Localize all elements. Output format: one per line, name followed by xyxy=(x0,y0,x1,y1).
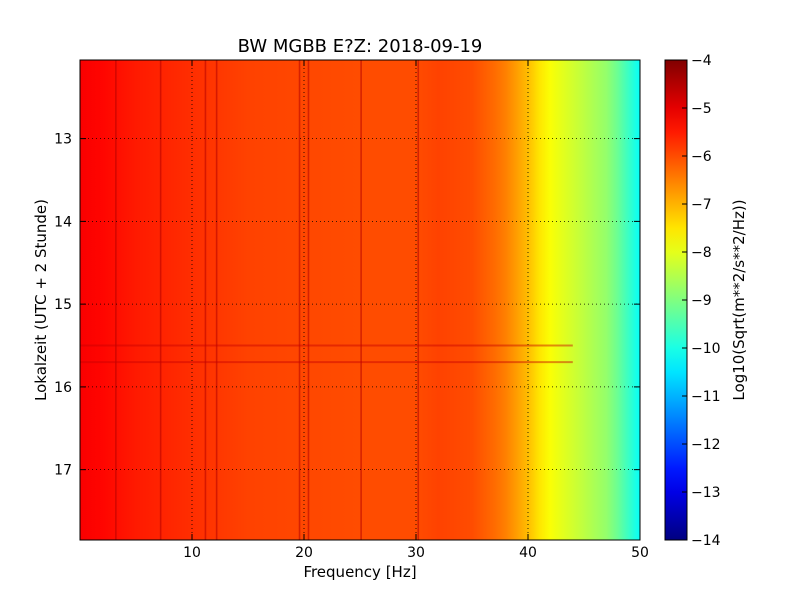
x-tick-label: 20 xyxy=(295,545,313,561)
spectrogram-image xyxy=(80,60,640,540)
y-tick-label: 16 xyxy=(54,380,72,396)
y-tick-label: 15 xyxy=(54,297,72,313)
x-tick-label: 50 xyxy=(631,545,649,561)
x-tick-label: 40 xyxy=(519,545,537,561)
colorbar-label: Log10(Sqrt(m**2/s**2/Hz)) xyxy=(730,199,748,400)
colorbar-tick-label: −9 xyxy=(691,293,712,309)
y-tick-label: 14 xyxy=(54,214,72,230)
colorbar-tick-label: −6 xyxy=(691,149,712,165)
colorbar-gradient xyxy=(665,60,687,540)
colorbar-tick-label: −13 xyxy=(691,485,721,501)
y-axis-ticks: 13 14 15 16 17 xyxy=(54,132,640,479)
colorbar: −4 −5 −6 −7 −8 −9 −10 −11 −12 −13 −14 Log10(Sqrt(m… xyxy=(664,53,748,549)
colorbar-tick-label: −14 xyxy=(691,533,721,549)
colorbar-tick-label: −5 xyxy=(691,101,712,117)
grid-lines xyxy=(80,60,641,540)
x-axis-ticks: 10 20 30 40 50 xyxy=(183,60,649,561)
x-axis-label: Frequency [Hz] xyxy=(303,563,416,581)
colorbar-tick-label: −10 xyxy=(691,341,721,357)
chart-title: BW MGBB E?Z: 2018-09-19 xyxy=(238,36,483,57)
colorbar-tick-label: −12 xyxy=(691,437,721,453)
x-tick-label: 10 xyxy=(183,545,201,561)
x-tick-label: 30 xyxy=(407,545,425,561)
colorbar-tick-label: −7 xyxy=(691,197,712,213)
colorbar-tick-label: −11 xyxy=(691,389,721,405)
y-tick-label: 13 xyxy=(54,132,72,148)
horizontal-bands xyxy=(80,344,573,364)
colorbar-ticks: −4 −5 −6 −7 −8 −9 −10 −11 −12 −13 −14 xyxy=(682,53,721,549)
plot-frame xyxy=(79,59,641,541)
colorbar-tick-label: −8 xyxy=(691,245,712,261)
spectral-lines xyxy=(115,60,420,540)
y-axis-label: Lokalzeit (UTC + 2 Stunde) xyxy=(32,199,50,401)
y-tick-label: 17 xyxy=(54,463,72,479)
colorbar-tick-label: −4 xyxy=(691,53,712,69)
plot-area xyxy=(79,59,641,541)
